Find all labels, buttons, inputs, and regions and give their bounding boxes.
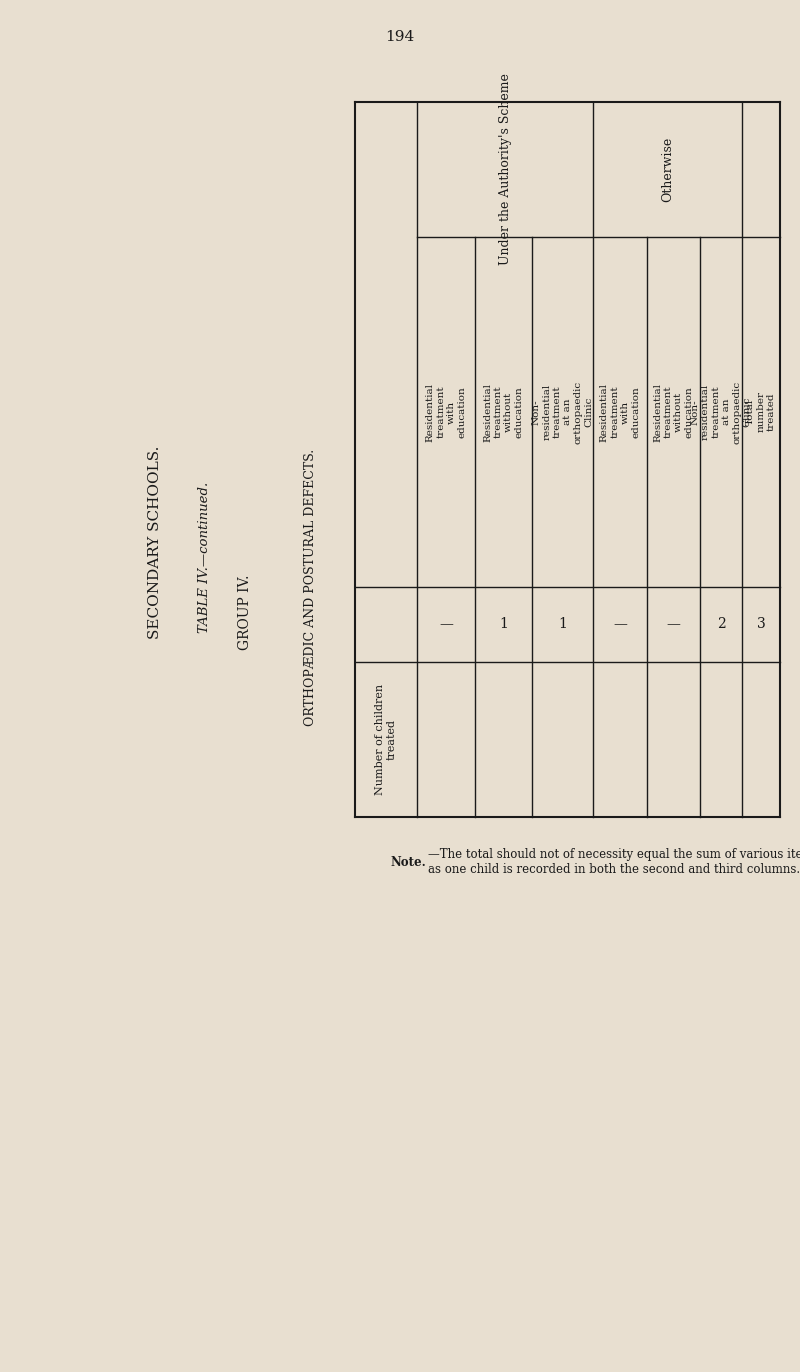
Text: 1: 1 [499, 617, 508, 631]
Text: —The total should not of necessity equal the sum of various items
as one child i: —The total should not of necessity equal… [428, 848, 800, 875]
Text: SECONDARY SCHOOLS.: SECONDARY SCHOOLS. [148, 446, 162, 639]
Text: TABLE IV.—continued.: TABLE IV.—continued. [198, 482, 211, 632]
Text: Residential
treatment
without
education: Residential treatment without education [483, 383, 524, 442]
Text: —: — [439, 617, 453, 631]
Text: Residential
treatment
with
education: Residential treatment with education [600, 383, 640, 442]
Text: Under the Authority's Scheme: Under the Authority's Scheme [498, 74, 511, 265]
Text: —: — [613, 617, 627, 631]
Text: Non-
residential
treatment
at an
orthopaedic
Clinic: Non- residential treatment at an orthopa… [690, 380, 751, 443]
Text: Residential
treatment
with
education: Residential treatment with education [426, 383, 466, 442]
Text: ORTHOPÆDIC AND POSTURAL DEFECTS.: ORTHOPÆDIC AND POSTURAL DEFECTS. [303, 449, 317, 726]
Text: Otherwise: Otherwise [661, 137, 674, 202]
Text: 194: 194 [386, 30, 414, 44]
Text: GROUP IV.: GROUP IV. [238, 575, 252, 650]
Text: 2: 2 [717, 617, 726, 631]
Text: 1: 1 [558, 617, 567, 631]
Text: —: — [666, 617, 681, 631]
Text: 3: 3 [757, 617, 766, 631]
Text: Number of children
treated: Number of children treated [375, 683, 397, 794]
Text: Non-
residential
treatment
at an
orthopaedic
Clinic: Non- residential treatment at an orthopa… [532, 380, 593, 443]
Text: Residential
treatment
without
education: Residential treatment without education [654, 383, 694, 442]
Text: Note.: Note. [390, 856, 426, 868]
Text: Total
number
treated: Total number treated [746, 391, 776, 432]
